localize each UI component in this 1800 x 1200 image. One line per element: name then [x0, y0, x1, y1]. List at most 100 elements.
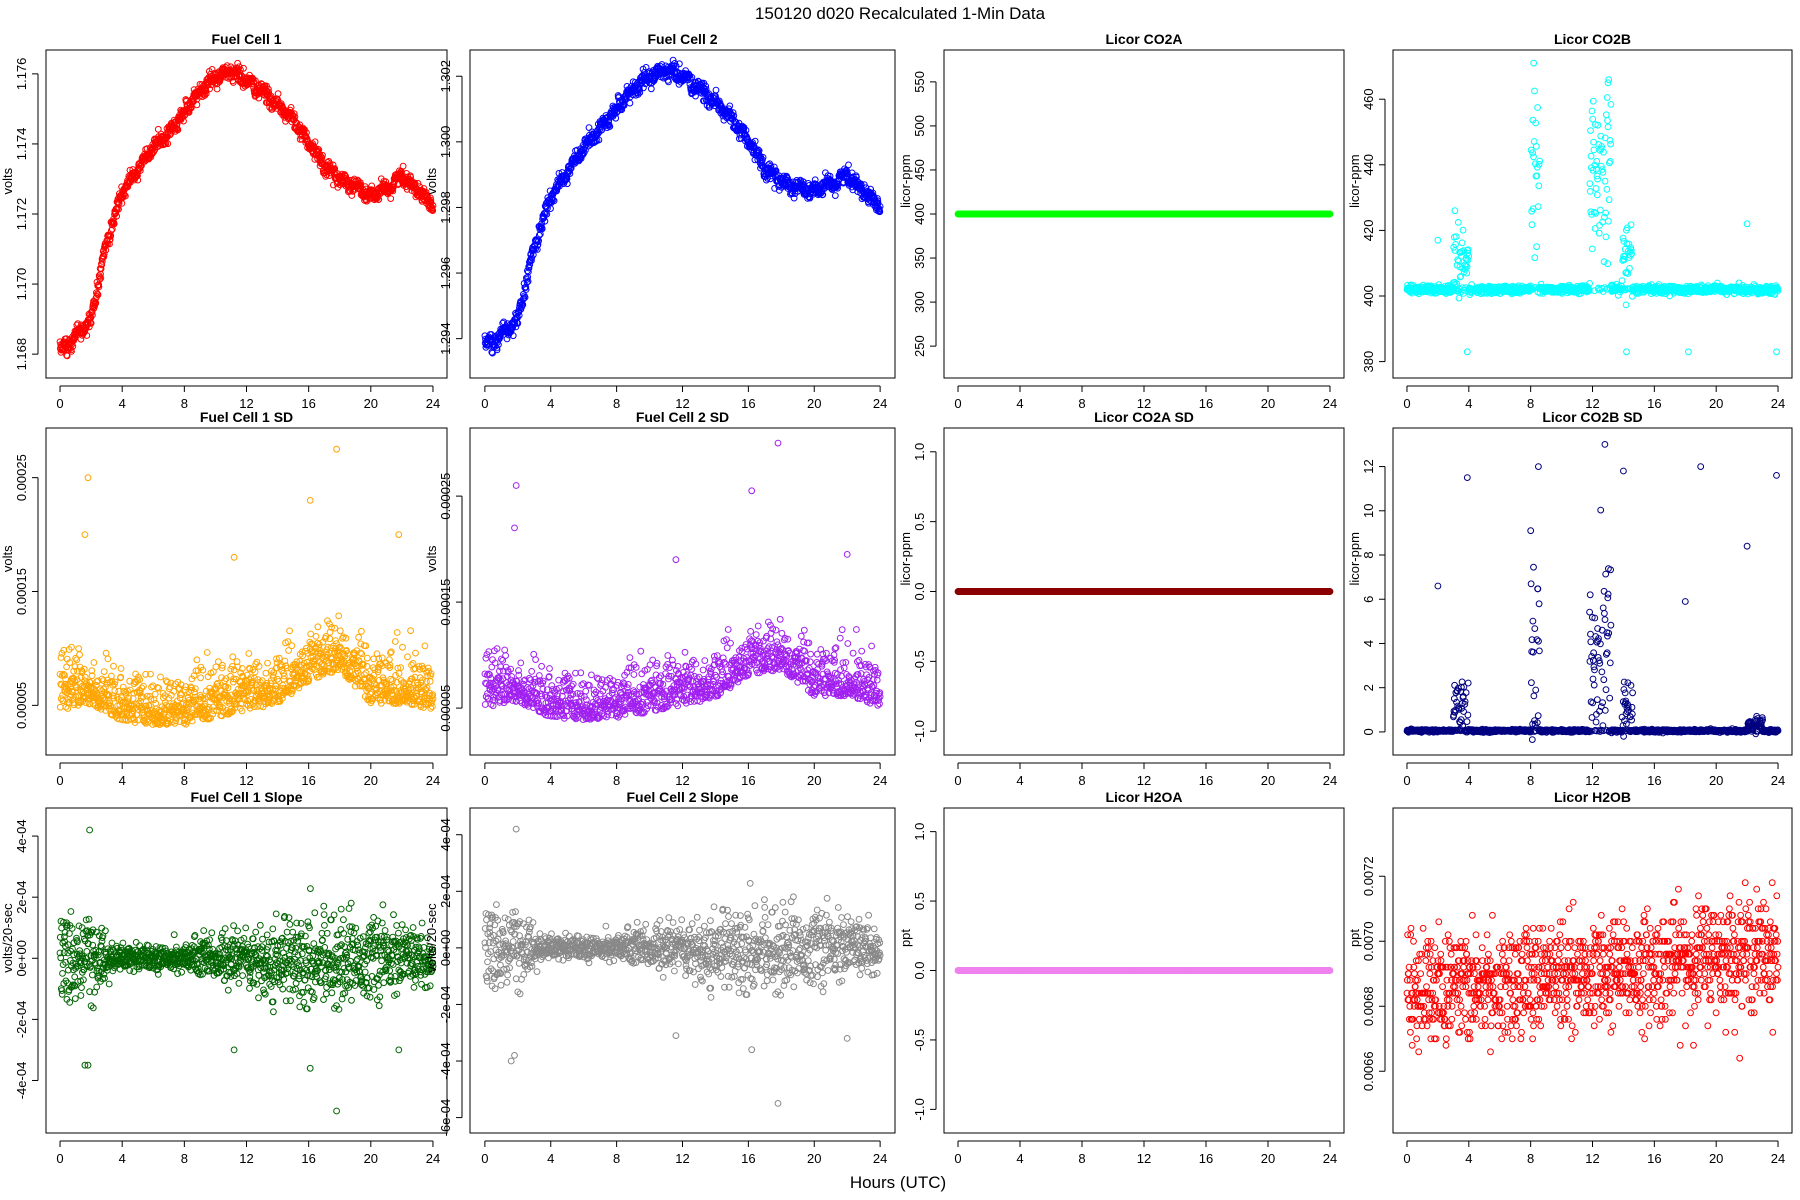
y-tick-label: 1.298 [438, 191, 453, 224]
plot-frame [45, 49, 448, 379]
data-point [202, 87, 210, 95]
data-point [240, 64, 247, 72]
data-point [1622, 301, 1630, 309]
figure-x-axis-label: Hours (UTC) [850, 1173, 946, 1192]
x-axis: 0 4 8 12 16 20 24 [954, 385, 1337, 411]
y-tick-label: 1.300 [438, 126, 453, 159]
data-point [134, 176, 142, 184]
data-point [845, 161, 852, 169]
x-tick-label: 16 [741, 396, 755, 411]
x-tick-label: 0 [1403, 396, 1410, 411]
x-axis: 0 4 8 12 16 20 24 [56, 385, 440, 411]
panel-title: Licor CO2B [1554, 31, 1631, 47]
y-tick-label: 300 [912, 291, 927, 313]
data-point [88, 308, 96, 316]
data-point [94, 291, 102, 299]
panel-fc2: Fuel Cell 20 4 8 12 16 20 241.2941.2961.2981.3… [424, 31, 896, 411]
y-tick-label: 1.176 [14, 58, 29, 91]
data-point [113, 212, 120, 220]
data-point [174, 126, 182, 134]
data-point [265, 85, 272, 93]
data-point [106, 236, 114, 243]
x-tick-label: 12 [239, 396, 253, 411]
y-tick-label: 1.174 [14, 128, 29, 161]
data-point [538, 225, 546, 233]
data-point [1592, 185, 1600, 192]
data-point [541, 217, 549, 225]
data-point [200, 83, 208, 91]
data-point [522, 286, 530, 293]
x-tick-label: 24 [426, 773, 440, 788]
data-points [1403, 59, 1782, 356]
data-point [1743, 220, 1751, 228]
panel-grid: Fuel Cell 10 4 8 12 16 20 241.1681.1701.1721.1… [0, 31, 1793, 1166]
data-point [1534, 104, 1541, 111]
data-point [515, 312, 523, 319]
data-point [1587, 127, 1594, 135]
data-point [311, 138, 319, 146]
data-point [1535, 182, 1543, 190]
data-point [549, 196, 557, 204]
data-point [267, 92, 275, 100]
data-point [57, 654, 65, 661]
y-tick-label: 1.172 [14, 198, 29, 231]
data-point [1607, 140, 1614, 148]
x-tick-label: 20 [364, 396, 378, 411]
data-point [1602, 111, 1610, 119]
y-tick-label: 550 [912, 71, 927, 93]
x-tick-label: 0 [954, 396, 961, 411]
data-point [514, 319, 522, 327]
y-tick-label: 1.170 [14, 268, 29, 301]
data-point [387, 195, 395, 203]
data-point [274, 90, 282, 98]
data-point [1605, 196, 1613, 204]
data-point [83, 332, 91, 339]
data-point [512, 323, 520, 331]
data-point [202, 90, 210, 97]
data-point [1593, 191, 1601, 199]
data-points [954, 210, 1334, 218]
x-tick-label: 4 [1016, 396, 1023, 411]
data-point [319, 151, 326, 159]
data-point [206, 85, 214, 93]
x-tick-label: 16 [1647, 396, 1661, 411]
data-point [95, 283, 103, 291]
data-point [97, 265, 105, 273]
x-tick-label: 0 [56, 773, 63, 788]
y-tick-label: 450 [912, 159, 927, 181]
data-point [831, 192, 839, 200]
data-point [509, 332, 517, 340]
y-tick-label: 400 [912, 203, 927, 225]
x-tick-label: 24 [426, 396, 440, 411]
y-tick-label: 1.294 [438, 322, 453, 355]
x-tick-label: 24 [1771, 396, 1785, 411]
data-point [1773, 348, 1780, 356]
x-tick-label: 12 [239, 773, 253, 788]
data-point [85, 323, 93, 331]
data-point [110, 220, 118, 228]
data-point [522, 283, 530, 291]
data-point [626, 99, 634, 107]
data-point [523, 278, 531, 286]
data-points [481, 56, 884, 357]
y-axis-label: volts [0, 167, 15, 194]
data-point [1601, 177, 1609, 185]
data-point [1604, 117, 1611, 124]
data-point [524, 273, 532, 281]
data-points [56, 59, 437, 360]
panel-fc1sd: Fuel Cell 1 SD0 4 8 12 16 20 240.000050.000150… [0, 409, 448, 788]
y-tick-label: 350 [912, 247, 927, 269]
x-tick-label: 20 [807, 396, 821, 411]
x-tick-label: 20 [1709, 396, 1723, 411]
data-point [1603, 94, 1611, 101]
y-tick-label: 250 [912, 335, 927, 357]
x-tick-label: 8 [181, 773, 188, 788]
data-point [1451, 207, 1459, 215]
data-point [122, 192, 129, 200]
data-point [107, 232, 115, 240]
data-point [1589, 97, 1597, 105]
data-point [534, 241, 542, 249]
